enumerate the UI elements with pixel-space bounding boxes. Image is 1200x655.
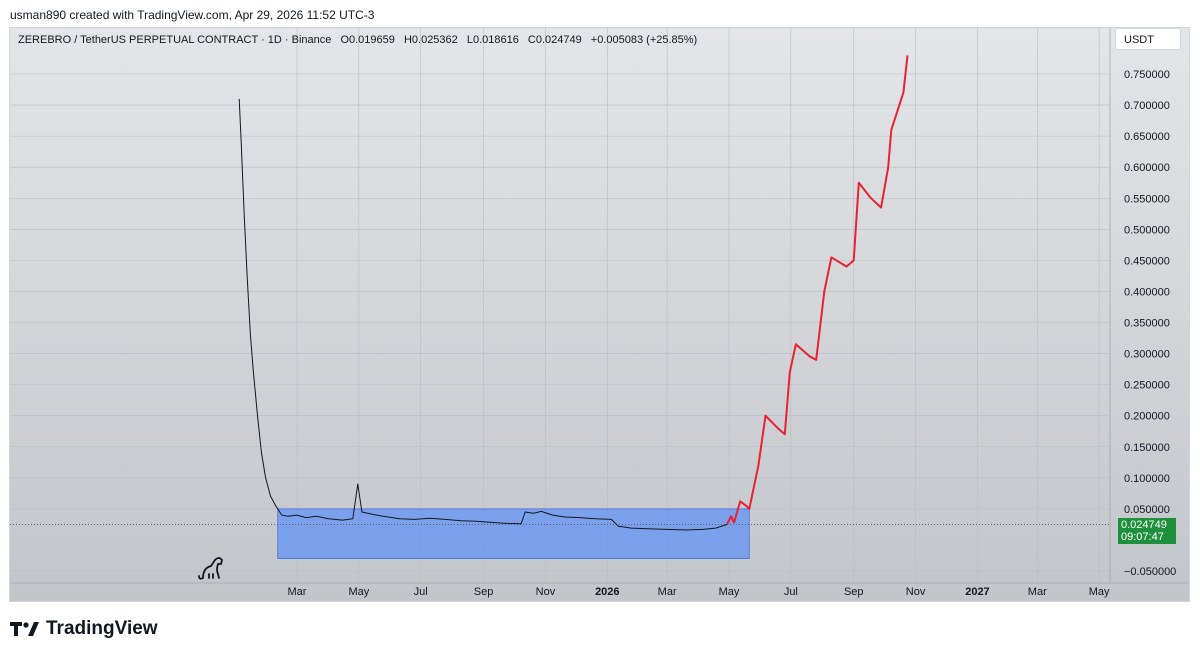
chart-frame[interactable]: 0.750000 0.700000 0.650000 0.600000 0.550000… — [9, 27, 1190, 602]
x-tick-label: Mar — [658, 586, 677, 598]
symbol-legend: ZEREBRO / TetherUS PERPETUAL CONTRACT · … — [18, 34, 703, 46]
ohlc-low: L0.018616 — [466, 34, 519, 46]
ohlc-close: C0.024749 — [527, 34, 582, 46]
range-box-rect — [277, 508, 750, 559]
y-tick-label: 0.500000 — [1124, 224, 1170, 236]
price-line — [238, 98, 728, 531]
x-tick-label: May — [1089, 586, 1110, 598]
x-tick-label: Sep — [844, 586, 864, 598]
y-tick-label: 0.750000 — [1124, 69, 1170, 81]
y-tick-label: 0.350000 — [1124, 318, 1170, 330]
y-tick-label: 0.300000 — [1124, 349, 1170, 361]
x-tick-label: Jul — [784, 586, 798, 598]
x-tick-label: Nov — [906, 586, 926, 598]
x-tick-label: May — [348, 586, 369, 598]
y-tick-label: 0.100000 — [1124, 473, 1170, 485]
x-tick-label: Nov — [536, 586, 556, 598]
y-axis[interactable]: 0.750000 0.700000 0.650000 0.600000 0.550000… — [1109, 28, 1176, 583]
last-price-label: 0.024749 09:07:47 — [1118, 517, 1176, 544]
x-tick-label: May — [719, 586, 740, 598]
x-tick-label: Mar — [288, 586, 307, 598]
series-lines — [10, 55, 1110, 531]
x-tick-label: Mar — [1028, 586, 1047, 598]
price-change: +0.005083 (+25.85%) — [590, 34, 698, 46]
currency-button[interactable]: USDT — [1115, 28, 1181, 50]
dino-icon[interactable] — [198, 557, 223, 580]
y-tick-label: 0.150000 — [1124, 442, 1170, 454]
x-axis[interactable]: Mar May Jul Sep Nov 2026 Mar May Jul Sep Nov 2027 Ma… — [10, 582, 1190, 598]
y-tick-label: 0.550000 — [1124, 193, 1170, 205]
symbol-name: ZEREBRO / TetherUS PERPETUAL CONTRACT · … — [18, 34, 332, 46]
brand-name: TradingView — [46, 618, 158, 639]
x-tick-label: 2027 — [965, 586, 989, 598]
y-tick-label: −0.050000 — [1124, 566, 1176, 578]
bar-countdown: 09:07:47 — [1121, 530, 1164, 543]
last-price-value: 0.024749 — [1121, 518, 1167, 531]
chart-credit: usman890 created with TradingView.com, A… — [10, 8, 375, 22]
ohlc-high: H0.025362 — [403, 34, 458, 46]
y-tick-label: 0.450000 — [1124, 255, 1170, 267]
tradingview-logo-icon — [10, 622, 39, 636]
y-tick-label: 0.050000 — [1124, 504, 1170, 516]
y-tick-label: 0.650000 — [1124, 131, 1170, 143]
x-tick-label: 2026 — [595, 586, 619, 598]
y-tick-label: 0.400000 — [1124, 286, 1170, 298]
x-tick-label: Jul — [414, 586, 428, 598]
x-tick-label: Sep — [474, 586, 494, 598]
chart-background — [10, 28, 1189, 601]
y-tick-label: 0.200000 — [1124, 411, 1170, 423]
price-chart[interactable]: 0.750000 0.700000 0.650000 0.600000 0.550000… — [10, 28, 1190, 602]
ohlc-open: O0.019659 — [340, 34, 395, 46]
range-box — [277, 508, 750, 559]
y-tick-label: 0.250000 — [1124, 380, 1170, 392]
tradingview-logo[interactable]: TradingView — [10, 618, 158, 640]
projection-line — [726, 55, 909, 525]
y-tick-label: 0.600000 — [1124, 162, 1170, 174]
y-tick-label: 0.700000 — [1124, 100, 1170, 112]
